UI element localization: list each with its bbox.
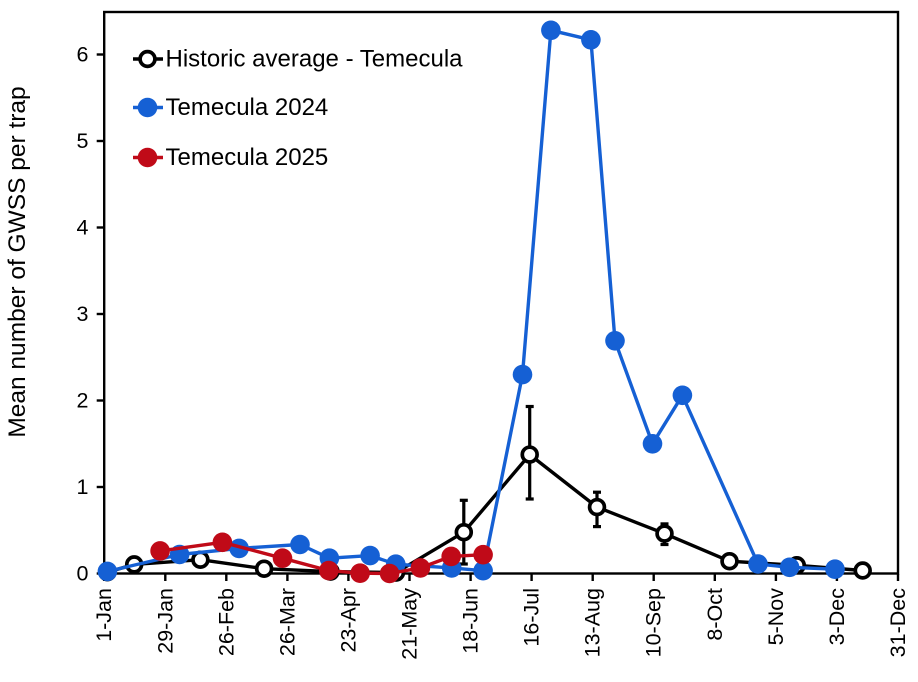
- svg-text:Historic average - Temecula: Historic average - Temecula: [166, 46, 464, 73]
- svg-text:31-Dec: 31-Dec: [886, 588, 910, 658]
- svg-text:0: 0: [77, 562, 89, 586]
- svg-text:5-Nov: 5-Nov: [764, 588, 788, 646]
- svg-text:8-Oct: 8-Oct: [703, 588, 727, 641]
- svg-text:21-May: 21-May: [398, 588, 422, 660]
- svg-text:1: 1: [77, 475, 89, 499]
- svg-text:5: 5: [77, 129, 89, 153]
- svg-text:29-Jan: 29-Jan: [153, 588, 177, 654]
- svg-text:Temecula 2024: Temecula 2024: [166, 94, 329, 121]
- svg-text:1-Jan: 1-Jan: [92, 588, 116, 642]
- svg-text:6: 6: [77, 43, 89, 67]
- svg-text:Temecula 2025: Temecula 2025: [166, 144, 329, 171]
- svg-text:Mean number of GWSS per trap: Mean number of GWSS per trap: [4, 86, 31, 437]
- svg-text:13-Aug: 13-Aug: [581, 588, 605, 657]
- svg-text:26-Feb: 26-Feb: [214, 588, 238, 656]
- svg-text:26-Mar: 26-Mar: [275, 588, 299, 656]
- svg-text:4: 4: [77, 216, 89, 240]
- svg-text:3-Dec: 3-Dec: [825, 588, 849, 646]
- svg-text:18-Jun: 18-Jun: [459, 588, 483, 654]
- svg-text:10-Sep: 10-Sep: [642, 588, 666, 657]
- svg-text:16-Jul: 16-Jul: [520, 588, 544, 647]
- svg-text:2: 2: [77, 389, 89, 413]
- svg-text:23-Apr: 23-Apr: [336, 588, 360, 653]
- svg-text:3: 3: [77, 302, 89, 326]
